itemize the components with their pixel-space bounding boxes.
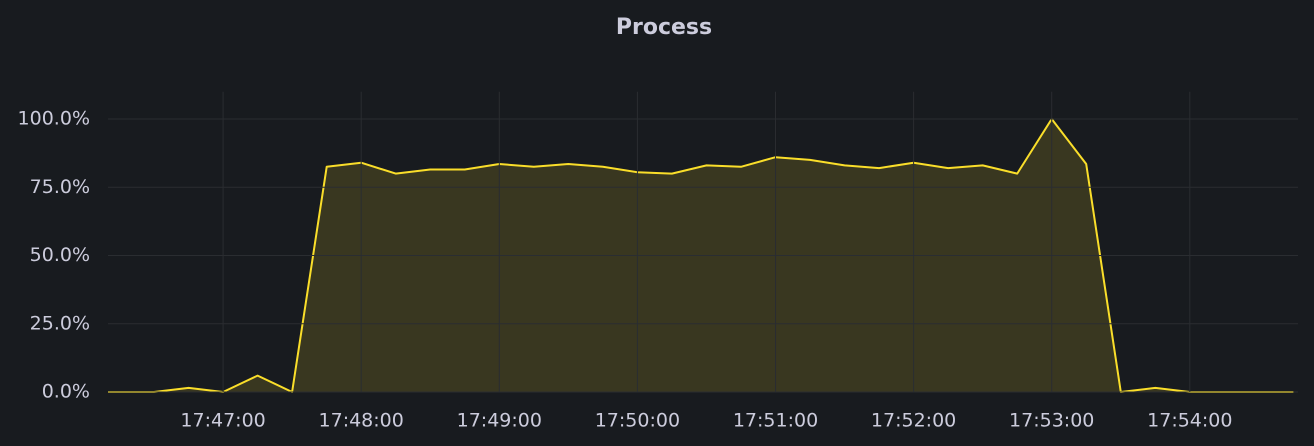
x-tick-label: 17:52:00 [871,410,956,432]
y-tick-label: 100.0% [18,108,90,130]
y-tick-label: 25.0% [30,312,90,334]
x-tick-label: 17:47:00 [180,410,265,432]
x-tick-label: 17:54:00 [1147,410,1232,432]
y-tick-label: 50.0% [30,244,90,266]
y-tick-label: 0.0% [42,381,90,403]
x-tick-label: 17:53:00 [1009,410,1094,432]
x-tick-label: 17:48:00 [319,410,404,432]
chart-title: Process [616,15,712,40]
x-tick-label: 17:51:00 [733,410,818,432]
x-tick-label: 17:49:00 [457,410,542,432]
series-line [108,118,1294,393]
x-tick-label: 17:50:00 [595,410,680,432]
y-tick-label: 75.0% [30,176,90,198]
